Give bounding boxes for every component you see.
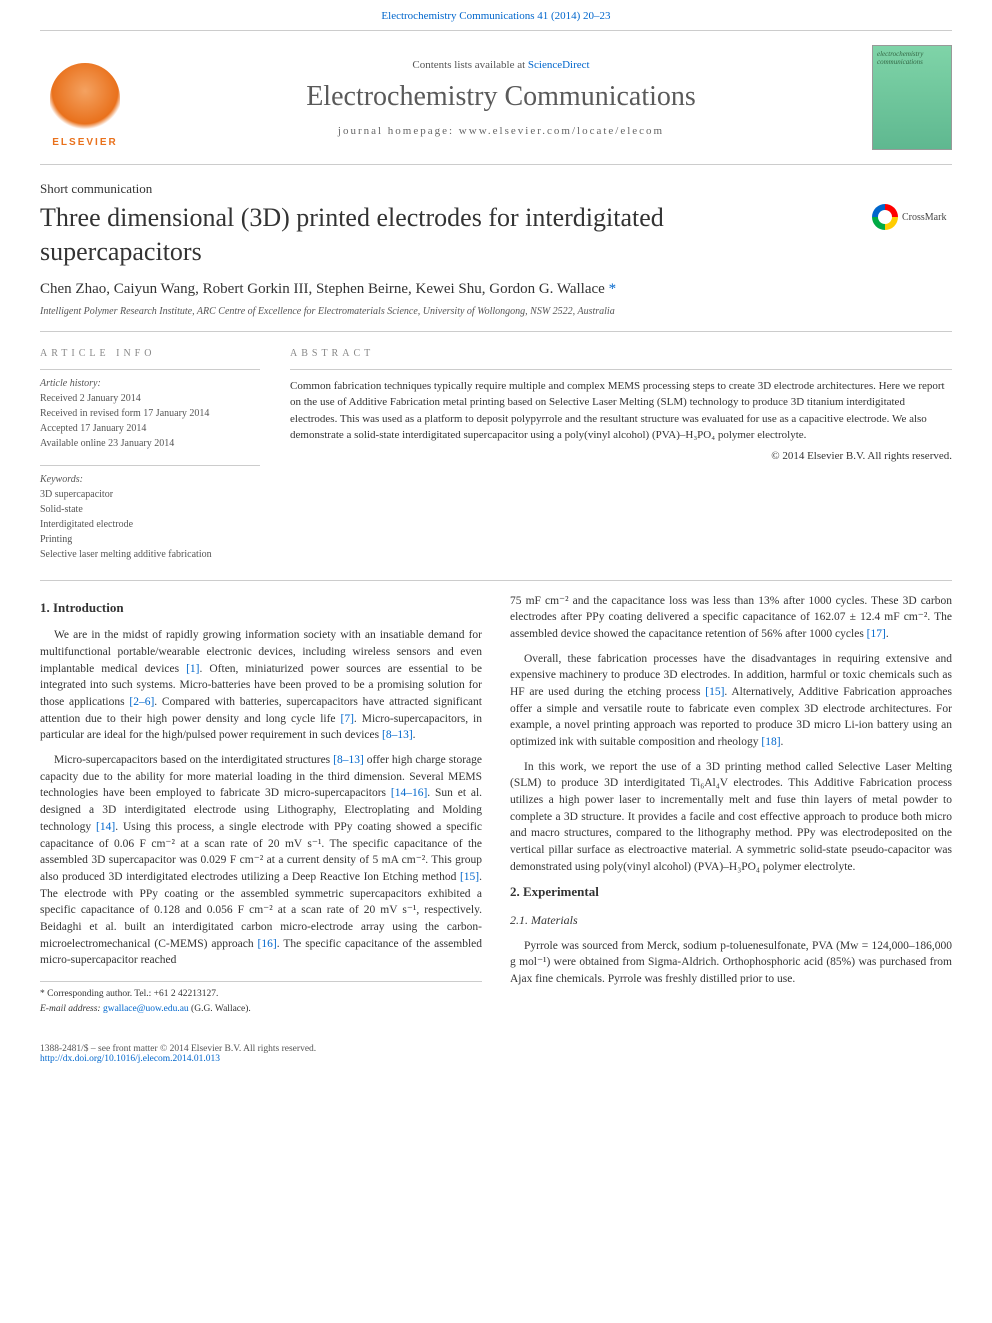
- email-label: E-mail address:: [40, 1004, 103, 1014]
- email-footnote: E-mail address: gwallace@uow.edu.au (G.G…: [40, 1003, 482, 1016]
- keyword: 3D supercapacitor: [40, 487, 260, 502]
- keyword: Interdigitated electrode: [40, 517, 260, 532]
- article-info-heading: ARTICLE INFO: [40, 346, 260, 361]
- top-journal-link: Electrochemistry Communications 41 (2014…: [0, 0, 992, 30]
- front-matter-line: 1388-2481/$ – see front matter © 2014 El…: [40, 1044, 316, 1054]
- crossmark-badge[interactable]: CrossMark: [872, 201, 952, 233]
- article-info: ARTICLE INFO Article history: Received 2…: [40, 346, 260, 562]
- right-column: 75 mF cm⁻² and the capacitance loss was …: [510, 593, 952, 1019]
- body-paragraph: 75 mF cm⁻² and the capacitance loss was …: [510, 593, 952, 643]
- body-columns: 1. Introduction We are in the midst of r…: [0, 581, 992, 1037]
- keyword: Selective laser melting additive fabrica…: [40, 547, 260, 562]
- section-heading-experimental: 2. Experimental: [510, 883, 952, 902]
- footnote-block: * Corresponding author. Tel.: +61 2 4221…: [40, 981, 482, 1017]
- info-abstract-row: ARTICLE INFO Article history: Received 2…: [0, 332, 992, 580]
- sciencedirect-link[interactable]: ScienceDirect: [528, 59, 590, 71]
- section-label: Short communication: [0, 165, 992, 201]
- history-line: Available online 23 January 2014: [40, 436, 260, 451]
- history-line: Received in revised form 17 January 2014: [40, 406, 260, 421]
- authors-line: Chen Zhao, Caiyun Wang, Robert Gorkin II…: [0, 281, 992, 306]
- contents-prefix: Contents lists available at: [412, 59, 527, 71]
- divider: [40, 369, 260, 370]
- history-line: Accepted 17 January 2014: [40, 421, 260, 436]
- elsevier-logo: ELSEVIER: [40, 48, 130, 148]
- body-paragraph: We are in the midst of rapidly growing i…: [40, 627, 482, 744]
- keywords-head: Keywords:: [40, 472, 260, 487]
- title-row: Three dimensional (3D) printed electrode…: [0, 201, 992, 281]
- journal-title: Electrochemistry Communications: [130, 81, 872, 113]
- history-head: Article history:: [40, 376, 260, 391]
- doi-link[interactable]: http://dx.doi.org/10.1016/j.elecom.2014.…: [40, 1054, 220, 1064]
- corresponding-footnote: * Corresponding author. Tel.: +61 2 4221…: [40, 988, 482, 1001]
- divider: [290, 369, 952, 370]
- body-paragraph: Pyrrole was sourced from Merck, sodium p…: [510, 938, 952, 988]
- crossmark-icon: [872, 204, 898, 230]
- abstract-copyright: © 2014 Elsevier B.V. All rights reserved…: [290, 448, 952, 465]
- corresponding-mark: *: [609, 281, 617, 297]
- email-link[interactable]: gwallace@uow.edu.au: [103, 1004, 189, 1014]
- authors-text: Chen Zhao, Caiyun Wang, Robert Gorkin II…: [40, 281, 609, 297]
- page-footer: 1388-2481/$ – see front matter © 2014 El…: [0, 1036, 992, 1082]
- elsevier-tree-icon: [50, 63, 120, 133]
- email-suffix: (G.G. Wallace).: [189, 1004, 251, 1014]
- keyword: Printing: [40, 532, 260, 547]
- crossmark-label: CrossMark: [902, 212, 946, 223]
- divider: [40, 465, 260, 466]
- abstract: ABSTRACT Common fabrication techniques t…: [290, 346, 952, 562]
- history-line: Received 2 January 2014: [40, 391, 260, 406]
- subsection-heading-materials: 2.1. Materials: [510, 912, 952, 929]
- body-paragraph: Overall, these fabrication processes hav…: [510, 651, 952, 751]
- publisher-name: ELSEVIER: [52, 137, 117, 148]
- affiliation: Intelligent Polymer Research Institute, …: [0, 306, 992, 331]
- cover-text: electrochemistry communications: [877, 50, 947, 66]
- journal-issue-link[interactable]: Electrochemistry Communications 41 (2014…: [381, 10, 610, 22]
- abstract-text: Common fabrication techniques typically …: [290, 378, 952, 444]
- body-paragraph: In this work, we report the use of a 3D …: [510, 759, 952, 876]
- left-column: 1. Introduction We are in the midst of r…: [40, 593, 482, 1019]
- journal-cover-thumbnail: electrochemistry communications: [872, 45, 952, 150]
- contents-line: Contents lists available at ScienceDirec…: [130, 59, 872, 71]
- journal-homepage: journal homepage: www.elsevier.com/locat…: [130, 125, 872, 137]
- abstract-heading: ABSTRACT: [290, 346, 952, 361]
- footer-left: 1388-2481/$ – see front matter © 2014 El…: [40, 1044, 316, 1064]
- body-paragraph: Micro-supercapacitors based on the inter…: [40, 752, 482, 969]
- keyword: Solid-state: [40, 502, 260, 517]
- header-center: Contents lists available at ScienceDirec…: [130, 59, 872, 137]
- journal-header: ELSEVIER Contents lists available at Sci…: [0, 31, 992, 164]
- section-heading-intro: 1. Introduction: [40, 599, 482, 618]
- paper-title: Three dimensional (3D) printed electrode…: [40, 201, 820, 269]
